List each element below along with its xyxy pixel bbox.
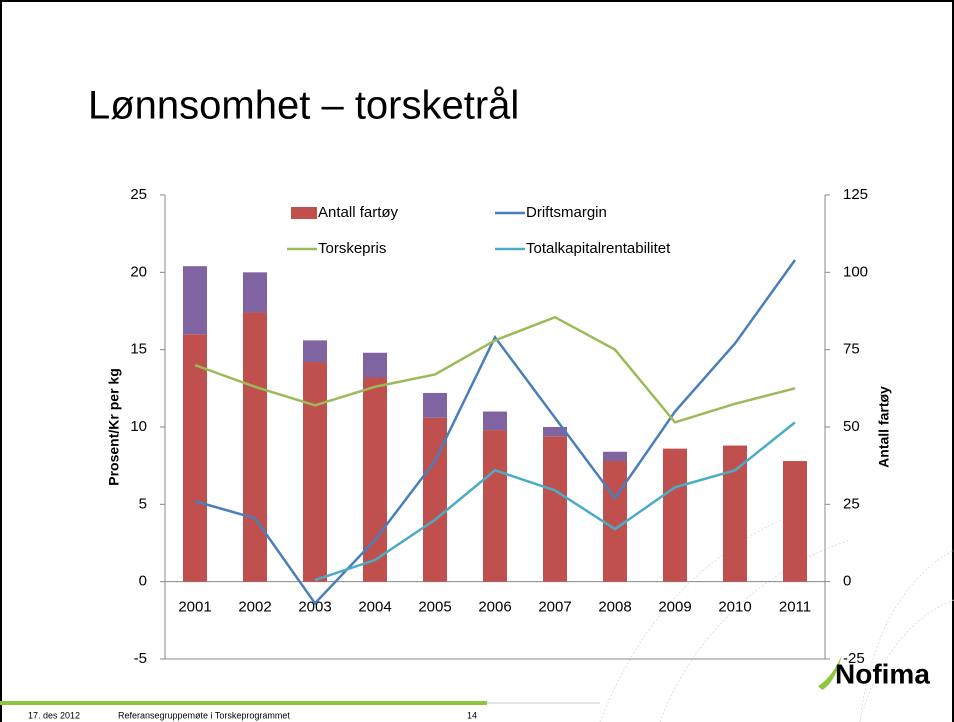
bar	[603, 461, 627, 582]
legend-swatch	[291, 207, 317, 219]
logo-mark	[818, 655, 842, 690]
y-tick-label: 20	[130, 263, 147, 280]
y2-tick-label: 125	[843, 186, 868, 203]
bar	[543, 436, 567, 582]
legend-label: Driftsmargin	[526, 204, 607, 221]
bar	[663, 448, 687, 582]
y2-tick-label: 25	[843, 495, 860, 512]
y2-axis-title: Antall fartøy	[876, 386, 892, 468]
y-tick-label: 10	[130, 418, 147, 435]
y-tick-label: 25	[130, 186, 147, 203]
y2-tick-label: 75	[843, 341, 860, 358]
slide-title: Lønnsomhet – torsketrål	[88, 84, 519, 128]
footer-event: Referansegruppemøte i Torskeprogrammet	[118, 710, 290, 720]
bar	[603, 451, 627, 462]
y-axis-title: Prosent/Kr per kg	[106, 368, 122, 485]
y2-tick-label: 100	[843, 263, 868, 280]
line	[194, 315, 796, 424]
x-tick-label: 2004	[358, 599, 391, 616]
bar	[363, 352, 387, 378]
footer-date: 17. des 2012	[28, 710, 80, 720]
bar	[303, 362, 327, 582]
legend-label: Totalkapitalrentabilitet	[526, 240, 671, 257]
bar	[303, 340, 327, 363]
bar	[243, 312, 267, 582]
bar	[543, 427, 567, 437]
y2-tick-label: -25	[843, 650, 865, 667]
legend-label: Torskepris	[318, 240, 386, 257]
line	[314, 421, 796, 582]
footer-page: 14	[467, 710, 477, 720]
x-tick-label: 2003	[298, 599, 331, 616]
bar	[483, 411, 507, 431]
bar	[363, 377, 387, 582]
y2-tick-label: 50	[843, 418, 860, 435]
bar	[483, 430, 507, 582]
decoration	[599, 519, 954, 722]
x-tick-label: 2001	[178, 599, 211, 616]
line	[194, 259, 797, 606]
y-tick-label: -5	[134, 650, 147, 667]
x-tick-label: 2011	[779, 599, 811, 616]
x-tick-label: 2010	[718, 599, 751, 616]
logo: Nofima	[835, 658, 930, 689]
x-tick-label: 2007	[538, 599, 571, 616]
x-tick-label: 2006	[478, 599, 511, 616]
y2-tick-label: 0	[843, 573, 851, 590]
y-tick-label: 5	[139, 495, 147, 512]
legend-label: Antall fartøy	[318, 204, 399, 221]
bar	[243, 272, 267, 313]
y-tick-label: 0	[139, 573, 147, 590]
bar	[183, 334, 207, 582]
y-tick-label: 15	[130, 341, 147, 358]
bar	[423, 392, 447, 418]
x-tick-label: 2009	[658, 599, 691, 616]
bar	[183, 266, 207, 335]
x-tick-label: 2005	[418, 599, 451, 616]
x-tick-label: 2002	[238, 599, 271, 616]
bar	[723, 445, 747, 582]
x-tick-label: 2008	[598, 599, 631, 616]
bar	[783, 461, 807, 582]
